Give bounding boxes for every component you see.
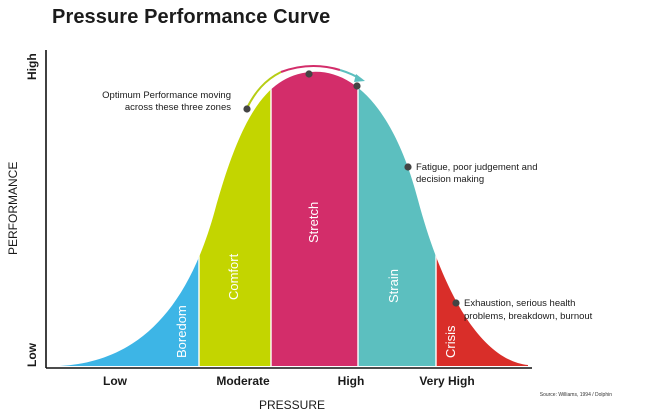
optimum-arrow-green: [246, 71, 282, 109]
source-note: Source: Williams, 1994 / Dolphin: [540, 392, 612, 398]
zone-label-comfort: Comfort: [226, 253, 241, 300]
annotation-optimum-line1: Optimum Performance moving: [102, 90, 231, 101]
optimum-dot-right: [353, 82, 361, 90]
y-tick-high: High: [25, 53, 39, 80]
x-tick-high: High: [338, 374, 365, 388]
zone-label-stretch: Stretch: [306, 202, 321, 243]
x-axis-title: PRESSURE: [259, 398, 325, 412]
fatigue-dot: [404, 163, 412, 171]
chart-title: Pressure Performance Curve: [52, 6, 331, 28]
annotation-exhaustion-line2: problems, breakdown, burnout: [464, 311, 593, 322]
zone-label-crisis: Crisis: [443, 325, 458, 358]
y-axis-title: PERFORMANCE: [6, 162, 20, 255]
zone-strain: [358, 71, 436, 367]
zone-stretch: [271, 71, 358, 367]
y-tick-low: Low: [25, 342, 39, 367]
x-tick-moderate: Moderate: [216, 374, 270, 388]
optimum-dot-top: [305, 70, 313, 78]
zone-label-strain: Strain: [386, 269, 401, 303]
optimum-dot-left: [243, 105, 251, 113]
x-tick-low: Low: [103, 374, 128, 388]
annotation-fatigue-line2: decision making: [416, 174, 484, 185]
exhaustion-dot: [452, 299, 460, 307]
optimum-arrowhead: [354, 74, 365, 82]
annotation-fatigue-line1: Fatigue, poor judgement and: [416, 162, 537, 173]
x-tick-very-high: Very High: [419, 374, 474, 388]
annotation-optimum-line2: across these three zones: [125, 102, 231, 113]
optimum-arrow-pink: [280, 65, 341, 73]
zone-label-boredom: Boredom: [174, 305, 189, 358]
annotation-exhaustion-line1: Exhaustion, serious health: [464, 298, 575, 309]
